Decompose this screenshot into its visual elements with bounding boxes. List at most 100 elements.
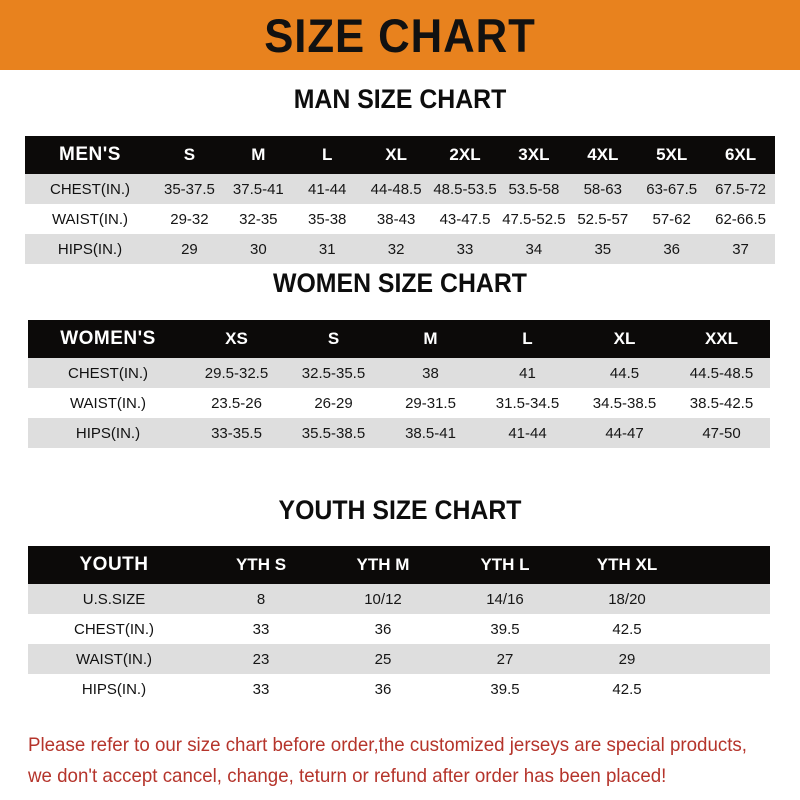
- order-notice: Please refer to our size chart before or…: [28, 730, 750, 792]
- men-cell: 53.5-58: [508, 180, 560, 198]
- youth-cell: 29: [618, 650, 636, 668]
- youth-cell: 42.5: [612, 620, 642, 638]
- men-cell: 63-67.5: [646, 180, 698, 198]
- women-row-label: HIPS(IN.): [75, 424, 141, 442]
- men-cell: 36: [663, 240, 681, 258]
- order-notice-line-1: Please refer to our size chart before or…: [28, 734, 747, 756]
- table-row: WAIST(IN.) 23 25 27 29: [28, 644, 770, 674]
- table-row: U.S.SIZE 8 10/12 14/16 18/20: [28, 584, 770, 614]
- women-cell: 41: [519, 364, 536, 382]
- men-size-header: 4XL: [587, 145, 619, 164]
- youth-cell: 39.5: [490, 620, 520, 638]
- men-cell: 43-47.5: [439, 210, 491, 228]
- table-row: HIPS(IN.) 33-35.5 35.5-38.5 38.5-41 41-4…: [28, 418, 770, 448]
- men-cell: 31: [318, 240, 336, 258]
- men-cell: 29: [181, 240, 198, 258]
- men-row-label: HIPS(IN.): [57, 240, 123, 258]
- men-cell: 33: [456, 240, 474, 258]
- men-cell: 58-63: [583, 180, 622, 198]
- table-row: CHEST(IN.) 35-37.5 37.5-41 41-44 44-48.5…: [25, 174, 776, 204]
- women-cell: 38.5-41: [405, 424, 456, 442]
- men-size-header: M: [251, 145, 266, 164]
- youth-row-label: HIPS(IN.): [81, 680, 147, 698]
- table-row: HIPS(IN.) 33 36 39.5 42.5: [28, 674, 770, 704]
- women-size-header: S: [327, 329, 340, 348]
- women-row-label: CHEST(IN.): [68, 364, 148, 382]
- men-category-label: MEN'S: [59, 144, 121, 165]
- youth-cell: 33: [252, 680, 270, 698]
- youth-header-spacer: [688, 546, 770, 584]
- women-cell: 44.5-48.5: [689, 364, 754, 382]
- youth-category-label: YOUTH: [79, 554, 149, 575]
- youth-table-header-row: YOUTH YTH S YTH M YTH L YTH XL: [28, 546, 770, 584]
- men-cell: 38-43: [376, 210, 416, 228]
- men-size-header: S: [183, 145, 196, 164]
- youth-size-header: YTH XL: [596, 555, 658, 574]
- youth-size-header: YTH S: [235, 555, 287, 574]
- women-size-header: M: [423, 329, 438, 348]
- men-cell: 47.5-52.5: [502, 210, 566, 228]
- women-cell: 32.5-35.5: [301, 364, 366, 382]
- youth-row-label: CHEST(IN.): [74, 620, 154, 638]
- men-cell: 52.5-57: [577, 210, 629, 228]
- youth-cell-spacer: [688, 614, 770, 644]
- women-section-title: WOMEN SIZE CHART: [273, 268, 527, 298]
- table-row: WAIST(IN.) 23.5-26 26-29 29-31.5 31.5-34…: [28, 388, 770, 418]
- youth-cell: 18/20: [608, 590, 646, 608]
- youth-cell-spacer: [688, 644, 770, 674]
- women-cell: 38.5-42.5: [689, 394, 754, 412]
- youth-size-header: YTH L: [480, 555, 530, 574]
- men-cell: 32-35: [239, 210, 278, 228]
- youth-size-table: YOUTH YTH S YTH M YTH L YTH XL U.S.SIZE …: [28, 546, 770, 704]
- women-cell: 44.5: [609, 364, 640, 382]
- youth-cell: 36: [374, 620, 392, 638]
- women-cell: 47-50: [702, 424, 741, 442]
- men-size-header: L: [322, 145, 333, 164]
- women-cell: 31.5-34.5: [495, 394, 560, 412]
- youth-cell: 42.5: [612, 680, 642, 698]
- men-cell: 35-38: [308, 210, 347, 228]
- men-cell: 35: [594, 240, 612, 258]
- men-cell: 37.5-41: [232, 180, 284, 198]
- women-size-header: XS: [225, 329, 248, 348]
- men-cell: 48.5-53.5: [433, 180, 497, 198]
- youth-cell-spacer: [688, 584, 770, 614]
- youth-row-label: U.S.SIZE: [82, 590, 146, 608]
- women-size-header: XL: [613, 329, 636, 348]
- men-size-header: 5XL: [656, 145, 688, 164]
- men-section-title: MAN SIZE CHART: [293, 84, 507, 114]
- youth-size-header: YTH M: [356, 555, 410, 574]
- youth-cell-spacer: [688, 674, 770, 704]
- women-cell: 44-47: [605, 424, 644, 442]
- youth-cell: 33: [252, 620, 270, 638]
- youth-cell: 25: [374, 650, 392, 668]
- youth-cell: 36: [374, 680, 392, 698]
- women-cell: 29.5-32.5: [204, 364, 269, 382]
- women-cell: 26-29: [314, 394, 353, 412]
- men-size-header: 3XL: [518, 145, 550, 164]
- youth-cell: 27: [496, 650, 514, 668]
- women-cell: 29-31.5: [405, 394, 456, 412]
- women-cell: 33-35.5: [211, 424, 262, 442]
- table-row: CHEST(IN.) 33 36 39.5 42.5: [28, 614, 770, 644]
- men-cell: 32: [387, 240, 405, 258]
- men-size-header: XL: [385, 145, 407, 164]
- youth-row-label: WAIST(IN.): [75, 650, 153, 668]
- women-table-header-row: WOMEN'S XS S M L XL XXL: [28, 320, 770, 358]
- men-cell: 41-44: [308, 180, 347, 198]
- table-row: CHEST(IN.) 29.5-32.5 32.5-35.5 38 41 44.…: [28, 358, 770, 388]
- women-cell: 23.5-26: [211, 394, 262, 412]
- women-cell: 41-44: [508, 424, 547, 442]
- women-size-header: XXL: [704, 329, 739, 348]
- youth-cell: 39.5: [490, 680, 520, 698]
- men-size-header: 6XL: [724, 145, 757, 164]
- men-cell: 67.5-72: [715, 180, 766, 198]
- men-size-table: MEN'S S M L XL 2XL 3XL 4XL 5XL 6XL CHEST…: [25, 136, 776, 264]
- women-row-label: WAIST(IN.): [69, 394, 147, 412]
- youth-section-title: YOUTH SIZE CHART: [278, 495, 522, 525]
- women-size-table: WOMEN'S XS S M L XL XXL CHEST(IN.) 29.5-…: [28, 320, 770, 448]
- men-row-label: WAIST(IN.): [51, 210, 129, 228]
- women-cell: 35.5-38.5: [301, 424, 366, 442]
- page-title: SIZE CHART: [264, 8, 536, 62]
